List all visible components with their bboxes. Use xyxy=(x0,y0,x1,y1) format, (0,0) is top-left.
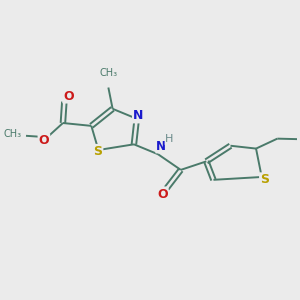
Text: N: N xyxy=(133,110,143,122)
Text: O: O xyxy=(157,188,168,200)
Text: O: O xyxy=(39,134,49,147)
Text: CH₃: CH₃ xyxy=(4,129,22,140)
Text: O: O xyxy=(63,89,74,103)
Text: S: S xyxy=(260,173,269,186)
Text: S: S xyxy=(93,145,102,158)
Text: N: N xyxy=(156,140,166,153)
Text: CH₃: CH₃ xyxy=(99,68,117,78)
Text: H: H xyxy=(165,134,174,145)
